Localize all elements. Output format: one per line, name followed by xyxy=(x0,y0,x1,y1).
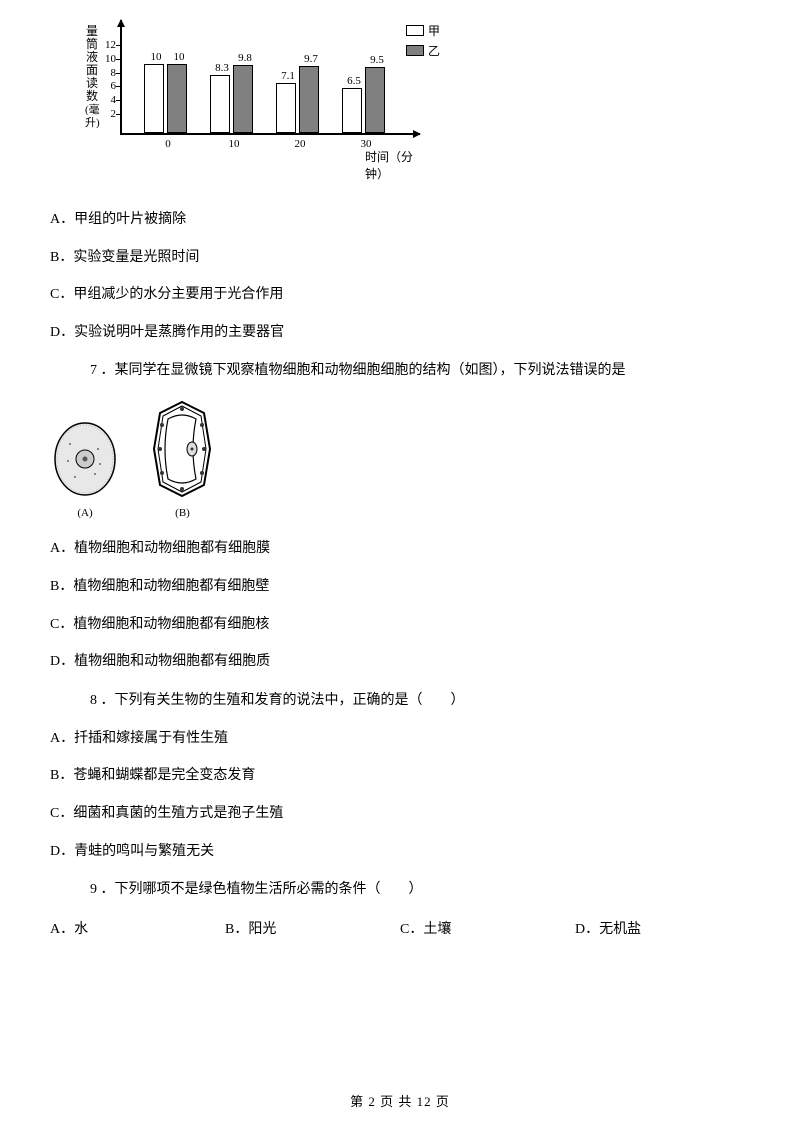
q7-option-b: B．植物细胞和动物细胞都有细胞壁 xyxy=(50,577,750,597)
bar-chart: 量 筒 液 面 读 数 (毫升) 甲 乙 12 10 8 6 4 2 10 10 xyxy=(90,20,750,180)
q7-stem: 7 ．某同学在显微镜下观察植物细胞和动物细胞细胞的结构（如图），下列说法错误的是 xyxy=(90,360,750,381)
plant-cell-icon xyxy=(150,399,215,499)
q9-option-c: C．土壤 xyxy=(400,918,575,938)
q7-option-a: A．植物细胞和动物细胞都有细胞膜 xyxy=(50,539,750,559)
q9-stem: 9 ．下列哪项不是绿色植物生活所必需的条件（ ） xyxy=(90,879,750,900)
q8-option-c: C．细菌和真菌的生殖方式是孢子生殖 xyxy=(50,804,750,824)
y-axis-label: 量 筒 液 面 读 数 (毫升) xyxy=(85,25,99,129)
x-axis-label: 时间（分钟） xyxy=(365,148,430,182)
q6-option-c: C．甲组减少的水分主要用于光合作用 xyxy=(50,285,750,305)
page-footer: 第 2 页 共 12 页 xyxy=(0,1091,800,1110)
q6-option-a: A．甲组的叶片被摘除 xyxy=(50,210,750,230)
x-axis xyxy=(120,133,420,135)
animal-cell-icon xyxy=(50,419,120,499)
q7-option-c: C．植物细胞和动物细胞都有细胞核 xyxy=(50,615,750,635)
q8-option-b: B．苍蝇和蝴蝶都是完全变态发育 xyxy=(50,766,750,786)
q7-option-d: D．植物细胞和动物细胞都有细胞质 xyxy=(50,652,750,672)
q9-option-d: D．无机盐 xyxy=(575,918,750,938)
y-axis xyxy=(120,20,122,135)
q9-option-a: A．水 xyxy=(50,918,225,938)
q9-options: A．水 B．阳光 C．土壤 D．无机盐 xyxy=(50,918,750,938)
q9-option-b: B．阳光 xyxy=(225,918,400,938)
q8-option-a: A．扦插和嫁接属于有性生殖 xyxy=(50,729,750,749)
q8-option-d: D．青蛙的鸣叫与繁殖无关 xyxy=(50,842,750,862)
q6-option-d: D．实验说明叶是蒸腾作用的主要器官 xyxy=(50,323,750,343)
cell-figure: (A) (B) xyxy=(50,399,750,519)
q8-stem: 8 ．下列有关生物的生殖和发育的说法中，正确的是（ ） xyxy=(90,690,750,711)
q6-option-b: B．实验变量是光照时间 xyxy=(50,248,750,268)
